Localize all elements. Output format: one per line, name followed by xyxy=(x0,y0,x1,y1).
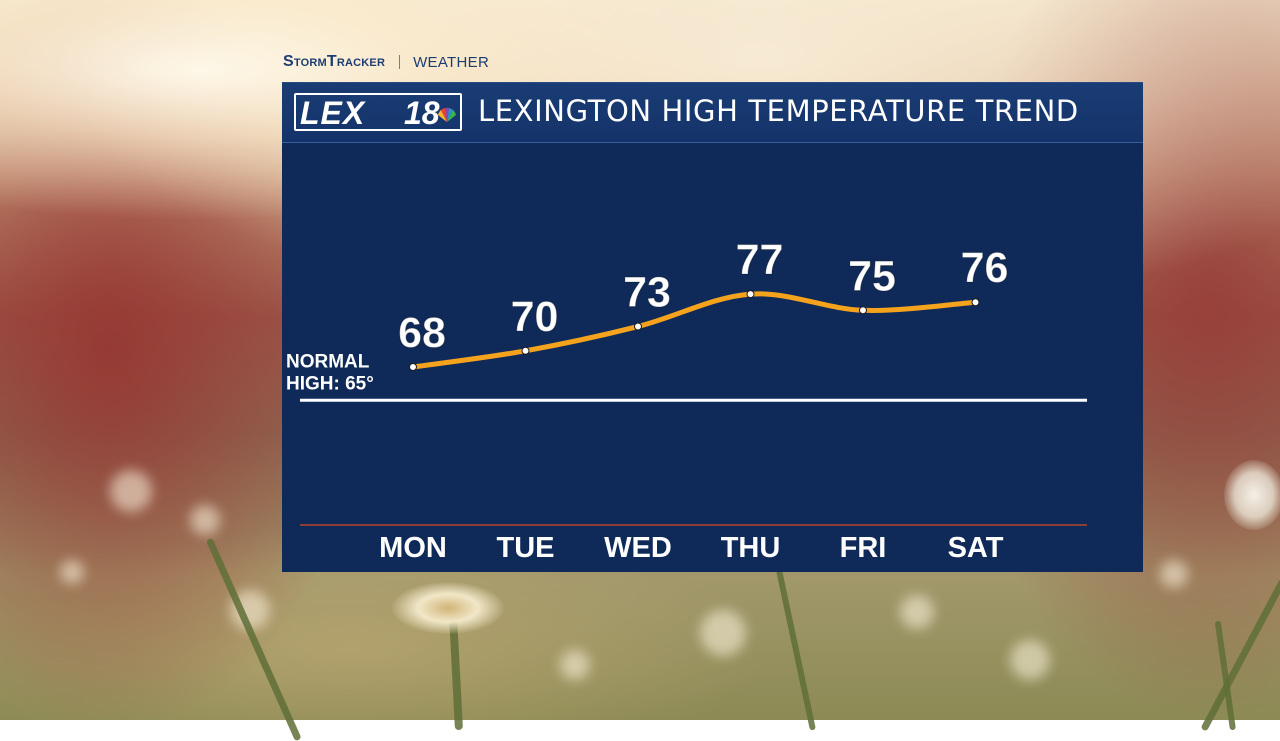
value-label-wed: 73 xyxy=(623,269,671,317)
value-label-sat: 76 xyxy=(961,244,1009,292)
forecast-panel: LEX 18 LEXINGTON HIGH TEMPERATURE TREND … xyxy=(282,82,1143,572)
day-label-thu: THU xyxy=(721,532,781,564)
normal-high-label: NORMAL HIGH: 65° xyxy=(286,351,374,394)
day-label-mon: MON xyxy=(379,532,447,564)
brand-divider xyxy=(399,55,401,69)
data-point-sat xyxy=(971,298,980,307)
data-point-fri xyxy=(859,306,867,315)
weather-label: WEATHER xyxy=(413,53,490,71)
day-label-fri: FRI xyxy=(840,532,887,564)
data-point-tue xyxy=(521,346,530,355)
value-label-thu: 77 xyxy=(736,236,784,284)
data-point-wed xyxy=(634,322,642,331)
logo-lex-text: LEX xyxy=(300,95,366,131)
data-point-mon xyxy=(409,363,417,371)
temperature-trend-line xyxy=(410,291,978,370)
day-label-tue: TUE xyxy=(497,532,555,564)
value-label-fri: 75 xyxy=(848,252,896,300)
logo-number-text: 18 xyxy=(404,95,440,131)
chart-title: LEXINGTON HIGH TEMPERATURE TREND xyxy=(478,94,1079,128)
value-label-tue: 70 xyxy=(511,293,559,341)
data-point-thu xyxy=(746,290,755,299)
nbc-peacock-icon xyxy=(438,107,456,122)
lex18-logo: LEX 18 xyxy=(294,93,462,131)
title-bar: LEX 18 LEXINGTON HIGH TEMPERATURE TREND xyxy=(282,83,1143,143)
day-label-sat: SAT xyxy=(948,532,1004,564)
brand-header: StormTracker WEATHER xyxy=(283,51,489,73)
stormtracker-label: StormTracker xyxy=(283,53,386,70)
value-label-mon: 68 xyxy=(398,309,446,357)
day-label-wed: WED xyxy=(604,532,672,564)
temperature-chart: NORMAL HIGH: 65° 68 70 73 77 75 76 MON TUE WED THU F… xyxy=(286,236,1087,564)
